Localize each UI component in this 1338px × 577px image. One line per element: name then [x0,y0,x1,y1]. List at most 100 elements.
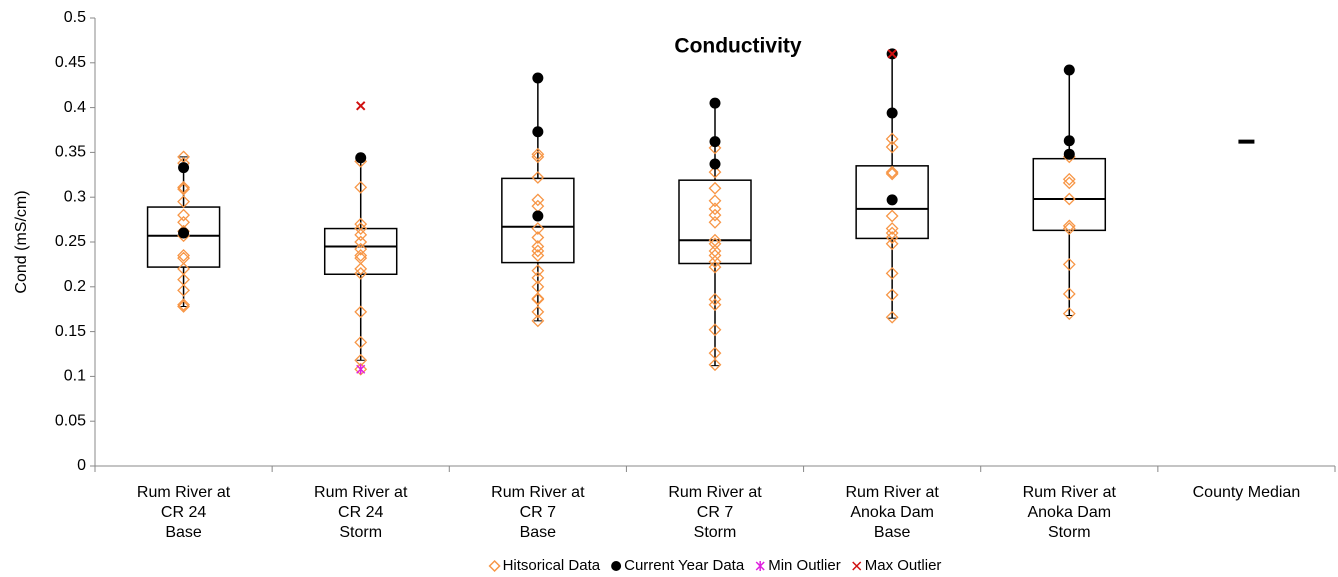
y-tick-label: 0.05 [55,412,86,429]
historical-point [708,358,722,372]
x-tick-label: Rum River at [668,484,762,501]
x-tick-label: Storm [1048,524,1091,541]
chart-title: Conductivity [674,35,801,58]
legend-label: Hitsorical Data [503,557,601,574]
historical-point [885,209,899,223]
x-tick-label: CR 7 [520,504,557,521]
current-point [709,97,721,109]
historical-point [708,194,722,208]
x-tick-label: Anoka Dam [1027,504,1111,521]
historical-point [531,147,545,161]
historical-point [531,271,545,285]
x-tick-label: Storm [339,524,382,541]
historical-point [354,228,368,242]
historical-point [177,298,190,312]
historical-point [708,292,722,306]
x-tick-label: CR 24 [338,504,383,521]
historical-point [531,244,545,258]
box [1032,157,1107,232]
historical-point [1062,307,1076,321]
y-tick-label: 0.5 [64,9,86,26]
historical-point [885,237,899,251]
legend: Hitsorical Data Current Year Data Min Outl… [488,557,942,574]
y-tick-label: 0.35 [55,144,86,161]
legend-marker [852,561,862,571]
x-tick-label: Rum River at [314,484,408,501]
current-point [178,227,190,239]
current-point [178,162,190,174]
historical-point [354,335,368,349]
y-tick-label: 0 [77,457,86,474]
x-tick-label: Rum River at [845,484,939,501]
legend-item: Min Outlier [755,557,841,574]
historical-point [885,222,899,235]
historical-point [531,305,545,319]
x-tick-label: Rum River at [491,484,585,501]
historical-point [708,215,722,229]
legend-item: Hitsorical Data [488,557,601,574]
x-tick-label: Base [165,524,202,541]
x-tick-label: Storm [694,524,737,541]
historical-point [885,310,899,324]
historical-point [177,208,190,222]
historical-point [531,240,545,253]
current-point [1063,148,1075,160]
historical-point [354,305,368,319]
current-point [1063,64,1075,76]
historical-point [177,300,190,313]
current-point [532,210,544,222]
legend-item: Max Outlier [852,557,942,574]
historical-point [1062,222,1076,235]
historical-point [531,171,545,184]
y-tick-label: 0.15 [55,323,86,340]
current-point [355,152,367,164]
legend-marker [488,559,501,573]
current-point [532,126,544,138]
historical-point [531,314,545,328]
historical-point [1062,176,1076,190]
x-tick-label: Base [874,524,911,541]
y-tick-label: 0.4 [64,99,86,116]
legend-label: Max Outlier [865,557,942,574]
historical-point [885,132,899,146]
historical-point [708,323,722,337]
current-point [709,158,721,170]
historical-point [708,260,722,274]
historical-point [531,264,545,278]
legend-marker [611,561,622,571]
historical-point [708,141,722,155]
y-tick-label: 0.45 [55,54,86,71]
current-point [709,136,721,148]
y-tick-label: 0.25 [55,233,86,250]
historical-point [708,298,722,312]
x-tick-label: Rum River at [137,484,231,501]
x-tick-label: Rum River at [1023,484,1117,501]
historical-point [1062,257,1076,271]
historical-point [531,193,545,207]
historical-point [885,165,899,179]
x-tick-label: CR 7 [697,504,734,521]
historical-point [708,202,722,216]
historical-point [1062,192,1076,206]
historical-point [708,255,722,269]
x-tick-label: County Median [1193,484,1301,501]
current-point [886,194,898,206]
historical-point [1062,172,1076,186]
historical-point [885,266,899,280]
historical-point [354,222,368,235]
historical-point [885,167,899,181]
x-tick-label: Anoka Dam [850,504,934,521]
legend-label: Current Year Data [624,557,745,574]
historical-point [354,262,368,276]
y-tick-label: 0.1 [64,368,86,385]
historical-point [531,222,545,235]
historical-point [177,180,190,194]
current-point [886,107,898,119]
x-tick-label: CR 24 [161,504,206,521]
historical-point [354,235,368,249]
historical-point [708,165,722,179]
max-outlier [356,101,366,111]
historical-point [177,182,190,196]
historical-point [708,208,722,222]
